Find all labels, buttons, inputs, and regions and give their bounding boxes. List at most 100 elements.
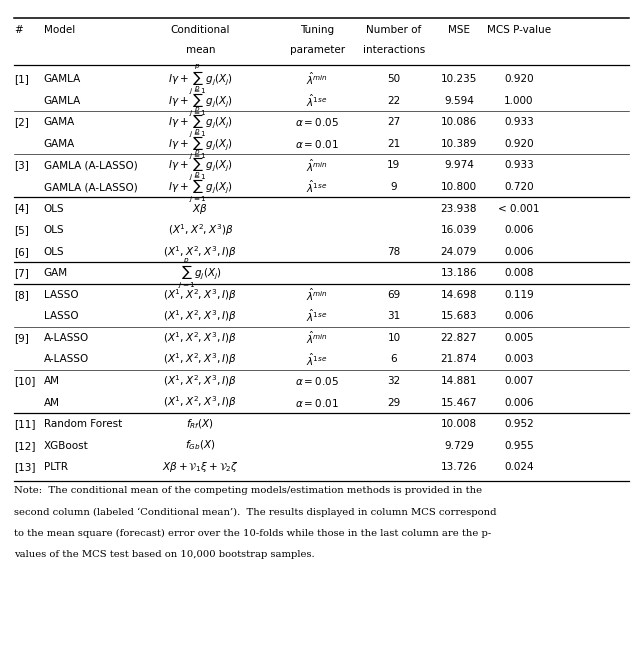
Text: GAMLA: GAMLA bbox=[44, 74, 81, 84]
Text: $\hat{\lambda}^{min}$: $\hat{\lambda}^{min}$ bbox=[306, 287, 328, 303]
Text: $\alpha = 0.05$: $\alpha = 0.05$ bbox=[295, 116, 339, 129]
Text: 31: 31 bbox=[387, 311, 401, 321]
Text: $\hat{\lambda}^{1se}$: $\hat{\lambda}^{1se}$ bbox=[307, 351, 328, 368]
Text: [11]: [11] bbox=[14, 419, 36, 429]
Text: AM: AM bbox=[44, 376, 60, 386]
Text: values of the MCS test based on 10,000 bootstrap samples.: values of the MCS test based on 10,000 b… bbox=[14, 550, 315, 560]
Text: [2]: [2] bbox=[14, 118, 29, 127]
Text: $I\gamma + \sum_{j=1}^{p} g_j\left(X_j\right)$: $I\gamma + \sum_{j=1}^{p} g_j\left(X_j\r… bbox=[168, 106, 233, 139]
Text: 10: 10 bbox=[387, 333, 401, 343]
Text: $\hat{\lambda}^{min}$: $\hat{\lambda}^{min}$ bbox=[306, 157, 328, 174]
Text: 10.008: 10.008 bbox=[441, 419, 477, 429]
Text: Model: Model bbox=[44, 25, 75, 35]
Text: 0.933: 0.933 bbox=[504, 118, 534, 127]
Text: [7]: [7] bbox=[14, 268, 29, 278]
Text: to the mean square (forecast) error over the 10-folds while those in the last co: to the mean square (forecast) error over… bbox=[14, 529, 492, 538]
Text: 10.389: 10.389 bbox=[441, 139, 477, 149]
Text: $(X^1, X^2, X^3)\beta$: $(X^1, X^2, X^3)\beta$ bbox=[168, 222, 233, 238]
Text: 0.720: 0.720 bbox=[504, 182, 534, 192]
Text: 0.952: 0.952 bbox=[504, 419, 534, 429]
Text: 78: 78 bbox=[387, 247, 401, 257]
Text: [3]: [3] bbox=[14, 161, 29, 170]
Text: $\alpha = 0.01$: $\alpha = 0.01$ bbox=[295, 396, 339, 409]
Text: 0.008: 0.008 bbox=[504, 268, 534, 278]
Text: GAMLA (A-LASSO): GAMLA (A-LASSO) bbox=[44, 161, 137, 170]
Text: AM: AM bbox=[44, 398, 60, 407]
Text: 10.235: 10.235 bbox=[441, 74, 477, 84]
Text: 0.006: 0.006 bbox=[504, 247, 534, 257]
Text: 1.000: 1.000 bbox=[504, 96, 534, 106]
Text: $(X^1, X^2, X^3, I)\beta$: $(X^1, X^2, X^3, I)\beta$ bbox=[163, 287, 237, 302]
Text: $\sum_{j=1}^{p} g_j\left(X_j\right)$: $\sum_{j=1}^{p} g_j\left(X_j\right)$ bbox=[179, 257, 222, 290]
Text: [4]: [4] bbox=[14, 204, 29, 214]
Text: LASSO: LASSO bbox=[44, 290, 78, 300]
Text: 0.119: 0.119 bbox=[504, 290, 534, 300]
Text: $I\gamma + \sum_{j=1}^{p} g_j\left(X_j\right)$: $I\gamma + \sum_{j=1}^{p} g_j\left(X_j\r… bbox=[168, 84, 233, 118]
Text: mean: mean bbox=[186, 44, 215, 55]
Text: $\hat{\lambda}^{1se}$: $\hat{\lambda}^{1se}$ bbox=[307, 308, 328, 325]
Text: GAMA: GAMA bbox=[44, 139, 75, 149]
Text: 29: 29 bbox=[387, 398, 401, 407]
Text: [1]: [1] bbox=[14, 74, 29, 84]
Text: Note:  The conditional mean of the competing models/estimation methods is provid: Note: The conditional mean of the compet… bbox=[14, 486, 482, 495]
Text: GAMA: GAMA bbox=[44, 118, 75, 127]
Text: $\alpha = 0.05$: $\alpha = 0.05$ bbox=[295, 375, 339, 387]
Text: $I\gamma + \sum_{j=1}^{p} g_j\left(X_j\right)$: $I\gamma + \sum_{j=1}^{p} g_j\left(X_j\r… bbox=[168, 127, 233, 161]
Text: $(X^1, X^2, X^3, I)\beta$: $(X^1, X^2, X^3, I)\beta$ bbox=[163, 373, 237, 389]
Text: 0.006: 0.006 bbox=[504, 398, 534, 407]
Text: 0.024: 0.024 bbox=[504, 462, 534, 472]
Text: 21.874: 21.874 bbox=[440, 355, 477, 364]
Text: 0.920: 0.920 bbox=[504, 139, 534, 149]
Text: Conditional: Conditional bbox=[171, 25, 230, 35]
Text: $X\beta$: $X\beta$ bbox=[193, 202, 208, 215]
Text: [12]: [12] bbox=[14, 441, 36, 451]
Text: 0.933: 0.933 bbox=[504, 161, 534, 170]
Text: GAMLA (A-LASSO): GAMLA (A-LASSO) bbox=[44, 182, 137, 192]
Text: 21: 21 bbox=[387, 139, 401, 149]
Text: $\hat{\lambda}^{min}$: $\hat{\lambda}^{min}$ bbox=[306, 330, 328, 346]
Text: Random Forest: Random Forest bbox=[44, 419, 122, 429]
Text: $I\gamma + \sum_{j=1}^{p} g_j\left(X_j\right)$: $I\gamma + \sum_{j=1}^{p} g_j\left(X_j\r… bbox=[168, 170, 233, 204]
Text: $I\gamma + \sum_{j=1}^{p} g_j\left(X_j\right)$: $I\gamma + \sum_{j=1}^{p} g_j\left(X_j\r… bbox=[168, 63, 233, 96]
Text: 13.186: 13.186 bbox=[440, 268, 477, 278]
Text: 14.881: 14.881 bbox=[440, 376, 477, 386]
Text: 24.079: 24.079 bbox=[441, 247, 477, 257]
Text: 22: 22 bbox=[387, 96, 401, 106]
Text: #: # bbox=[14, 25, 23, 35]
Text: $\hat{\lambda}^{1se}$: $\hat{\lambda}^{1se}$ bbox=[307, 179, 328, 195]
Text: 13.726: 13.726 bbox=[440, 462, 477, 472]
Text: 27: 27 bbox=[387, 118, 401, 127]
Text: $(X^1, X^2, X^3, I)\beta$: $(X^1, X^2, X^3, I)\beta$ bbox=[163, 308, 237, 324]
Text: $f_{Gb}(X)$: $f_{Gb}(X)$ bbox=[185, 439, 216, 453]
Text: $(X^1, X^2, X^3, I)\beta$: $(X^1, X^2, X^3, I)\beta$ bbox=[163, 330, 237, 345]
Text: $X\beta + \mathcal{V}_1\xi + \mathcal{V}_2\zeta$: $X\beta + \mathcal{V}_1\xi + \mathcal{V}… bbox=[162, 460, 239, 474]
Text: 23.938: 23.938 bbox=[440, 204, 477, 214]
Text: $f_{Rf}(X)$: $f_{Rf}(X)$ bbox=[186, 417, 214, 431]
Text: $(X^1, X^2, X^3, I)\beta$: $(X^1, X^2, X^3, I)\beta$ bbox=[163, 244, 237, 259]
Text: 10.086: 10.086 bbox=[441, 118, 477, 127]
Text: $(X^1, X^2, X^3, I)\beta$: $(X^1, X^2, X^3, I)\beta$ bbox=[163, 351, 237, 367]
Text: MSE: MSE bbox=[448, 25, 470, 35]
Text: 19: 19 bbox=[387, 161, 401, 170]
Text: < 0.001: < 0.001 bbox=[499, 204, 540, 214]
Text: 9.974: 9.974 bbox=[444, 161, 474, 170]
Text: 15.683: 15.683 bbox=[440, 311, 477, 321]
Text: 9: 9 bbox=[390, 182, 397, 192]
Text: [10]: [10] bbox=[14, 376, 35, 386]
Text: 14.698: 14.698 bbox=[440, 290, 477, 300]
Text: 0.003: 0.003 bbox=[504, 355, 534, 364]
Text: OLS: OLS bbox=[44, 204, 64, 214]
Text: Number of: Number of bbox=[366, 25, 422, 35]
Text: OLS: OLS bbox=[44, 247, 64, 257]
Text: 0.920: 0.920 bbox=[504, 74, 534, 84]
Text: 0.005: 0.005 bbox=[504, 333, 534, 343]
Text: XGBoost: XGBoost bbox=[44, 441, 88, 451]
Text: second column (labeled ‘Conditional mean’).  The results displayed in column MCS: second column (labeled ‘Conditional mean… bbox=[14, 507, 497, 517]
Text: A-LASSO: A-LASSO bbox=[44, 333, 89, 343]
Text: parameter: parameter bbox=[289, 44, 345, 55]
Text: $(X^1, X^2, X^3, I)\beta$: $(X^1, X^2, X^3, I)\beta$ bbox=[163, 394, 237, 410]
Text: $I\gamma + \sum_{j=1}^{p} g_j\left(X_j\right)$: $I\gamma + \sum_{j=1}^{p} g_j\left(X_j\r… bbox=[168, 149, 233, 182]
Text: [9]: [9] bbox=[14, 333, 29, 343]
Text: MCS P-value: MCS P-value bbox=[487, 25, 551, 35]
Text: GAM: GAM bbox=[44, 268, 68, 278]
